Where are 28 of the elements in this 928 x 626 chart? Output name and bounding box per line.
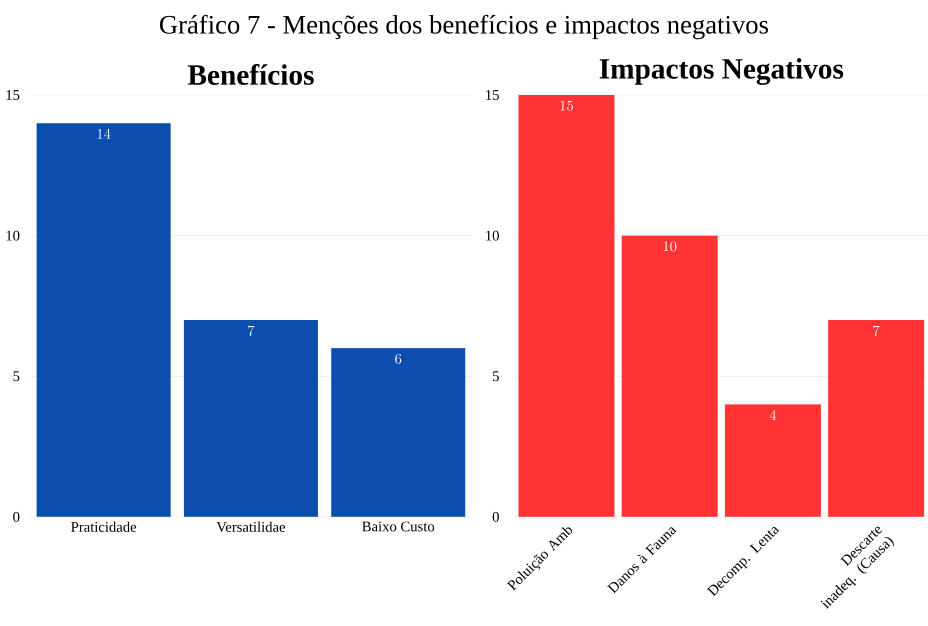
x-tick-label: Praticidade [71, 522, 136, 532]
y-tick-label: 5 [13, 372, 20, 382]
y-tick-label: 15 [6, 90, 20, 100]
text: Gráfico 7 - Menções dos benefícios e impactos negativos [160, 14, 768, 40]
y-tick-label: 10 [6, 230, 20, 241]
data-label: 6 [395, 354, 402, 364]
bar [518, 95, 614, 518]
bar [622, 236, 718, 518]
data-label: 14 [98, 128, 111, 139]
data-label: 7 [248, 326, 254, 336]
x-tick-label: Baixo Custo [362, 522, 434, 532]
y-tick-label: 5 [493, 372, 499, 382]
chart-title: Impactos Negativos [600, 58, 844, 86]
data-label: 4 [770, 410, 776, 420]
chart-title: Benefícios [188, 64, 314, 86]
bar [331, 348, 466, 518]
data-label: 7 [873, 326, 880, 336]
y-tick-label: 0 [492, 512, 499, 522]
y-tick-label: 10 [486, 230, 499, 241]
data-label: 15 [560, 100, 574, 111]
bar [36, 123, 171, 518]
data-label: 10 [664, 242, 676, 252]
x-tick-label: Versatilidae [216, 522, 286, 532]
y-tick-label: 15 [486, 90, 499, 100]
bar [184, 320, 318, 518]
bar [828, 320, 924, 518]
bar [724, 404, 821, 518]
y-tick-label: 0 [13, 512, 20, 522]
